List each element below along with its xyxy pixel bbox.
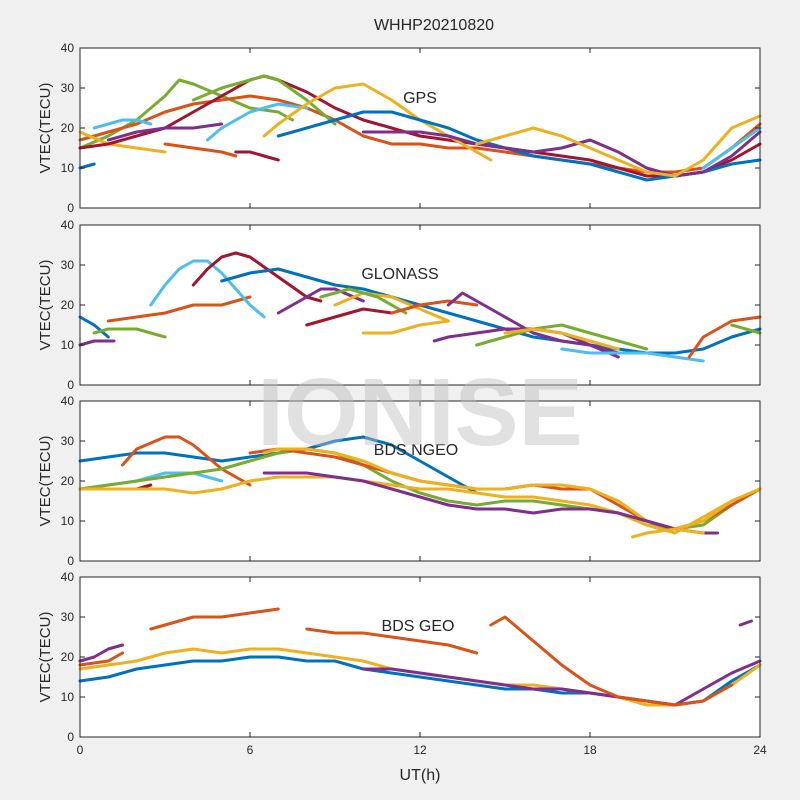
x-tick-label: 12 — [413, 743, 427, 757]
y-axis-label: VTEC(TECU) — [37, 436, 54, 527]
x-tick-label: 18 — [583, 743, 597, 757]
series-line — [163, 142, 238, 158]
y-tick-label: 40 — [61, 41, 75, 55]
series-group — [78, 251, 762, 363]
series-group — [78, 435, 762, 539]
chart-panel: 0 10 20 30 40 VTEC(TECU) GPS — [37, 41, 762, 215]
y-tick-label: 30 — [61, 610, 75, 624]
y-tick-label: 10 — [61, 338, 75, 352]
series-line — [191, 251, 323, 303]
x-axis-label: UT(h) — [400, 767, 441, 784]
series-line — [687, 315, 762, 359]
series-line — [78, 315, 110, 339]
series-line — [319, 287, 408, 315]
series-line — [333, 291, 450, 323]
panel-title: BDS GEO — [382, 618, 455, 635]
chart-panels: 0 10 20 30 40 VTEC(TECU) GPS 0 10 20 30 40 VTEC(TECU… — [37, 41, 767, 784]
y-tick-label: 30 — [61, 81, 75, 95]
series-line — [361, 130, 762, 178]
series-line — [276, 287, 365, 315]
y-tick-label: 0 — [67, 730, 74, 744]
y-tick-label: 10 — [61, 690, 75, 704]
series-line — [78, 162, 96, 170]
y-tick-label: 30 — [61, 258, 75, 272]
series-line — [701, 126, 762, 170]
series-line — [489, 615, 734, 707]
chart-panel: 0 10 20 30 40 VTEC(TECU) GLONASS — [37, 218, 762, 392]
panel-title: GPS — [403, 90, 437, 107]
series-line — [92, 118, 153, 130]
series-line — [149, 607, 280, 631]
series-line — [78, 475, 762, 535]
y-tick-label: 20 — [61, 298, 75, 312]
chart-panel: 0 10 20 30 40 0 6 12 18 24 VTEC(TECU) BDS GEO UT(h) — [37, 570, 767, 784]
series-line — [738, 619, 753, 627]
chart-panel: 0 10 20 30 40 VTEC(TECU) BDS NGEO — [37, 394, 762, 568]
series-line — [78, 130, 167, 154]
series-line — [234, 150, 280, 162]
y-tick-label: 30 — [61, 434, 75, 448]
series-group — [78, 74, 762, 182]
series-line — [305, 307, 394, 327]
series-line — [78, 651, 124, 667]
panel-title: BDS NGEO — [374, 442, 458, 459]
x-tick-label: 6 — [247, 743, 254, 757]
series-line — [78, 339, 116, 347]
series-line — [432, 327, 620, 359]
series-line — [106, 295, 252, 323]
series-line — [390, 299, 479, 315]
x-tick-label: 24 — [753, 743, 767, 757]
y-tick-label: 40 — [61, 394, 75, 408]
y-axis-label: VTEC(TECU) — [37, 83, 54, 174]
watermark: IONISE — [257, 359, 582, 466]
y-tick-label: 0 — [67, 201, 74, 215]
figure-title: WHHP20210820 — [374, 17, 494, 34]
series-line — [631, 527, 705, 539]
series-line — [92, 327, 167, 339]
series-line — [106, 122, 224, 142]
y-tick-label: 20 — [61, 650, 75, 664]
series-line — [78, 643, 124, 663]
series-line — [475, 114, 762, 178]
y-tick-label: 10 — [61, 514, 75, 528]
series-line — [475, 323, 649, 351]
y-tick-label: 10 — [61, 161, 75, 175]
series-line — [560, 347, 705, 363]
y-tick-label: 20 — [61, 121, 75, 135]
y-tick-label: 0 — [67, 378, 74, 392]
y-axis-label: VTEC(TECU) — [37, 260, 54, 351]
series-line — [503, 327, 620, 351]
series-group — [78, 607, 762, 707]
series-line — [361, 319, 450, 335]
panel-title: GLONASS — [361, 266, 438, 283]
series-line — [206, 102, 309, 142]
y-tick-label: 0 — [67, 554, 74, 568]
y-tick-label: 20 — [61, 474, 75, 488]
y-tick-label: 40 — [61, 570, 75, 584]
series-line — [361, 659, 762, 707]
series-line — [730, 323, 762, 335]
x-tick-label: 0 — [77, 743, 84, 757]
plot-area — [80, 577, 760, 737]
y-axis-label: VTEC(TECU) — [37, 612, 54, 703]
series-line — [149, 259, 266, 319]
series-line — [220, 267, 762, 355]
series-line — [191, 74, 337, 126]
series-line — [262, 471, 719, 535]
series-line — [305, 627, 479, 655]
y-tick-label: 40 — [61, 218, 75, 232]
series-line — [262, 82, 493, 162]
